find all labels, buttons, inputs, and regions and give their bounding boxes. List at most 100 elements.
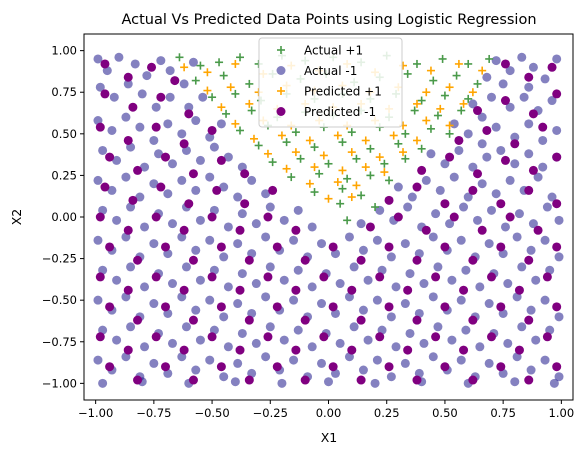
point-actual-pos1 <box>429 76 438 85</box>
point-actual-pos1 <box>433 111 442 120</box>
point-actual-neg1 <box>219 252 229 262</box>
point-predicted-neg1 <box>356 315 366 325</box>
point-predicted-pos1 <box>277 131 286 140</box>
point-predicted-neg1 <box>356 375 366 385</box>
point-actual-neg1 <box>461 325 471 335</box>
point-actual-neg1 <box>177 175 187 185</box>
point-actual-pos1 <box>287 173 296 182</box>
point-predicted-neg1 <box>95 122 105 132</box>
point-actual-neg1 <box>503 338 513 348</box>
point-actual-neg1 <box>456 295 466 305</box>
point-actual-neg1 <box>181 262 191 272</box>
point-actual-neg1 <box>140 342 150 352</box>
x-tick-label: 0.25 <box>374 406 400 420</box>
point-actual-neg1 <box>419 338 429 348</box>
point-actual-neg1 <box>219 372 229 382</box>
point-actual-neg1 <box>165 66 175 76</box>
point-predicted-neg1 <box>417 165 427 175</box>
point-actual-neg1 <box>149 135 159 145</box>
point-actual-neg1 <box>289 355 299 365</box>
point-actual-neg1 <box>386 252 396 262</box>
legend-marker-predicted-pos1 <box>277 87 285 95</box>
point-actual-neg1 <box>505 66 515 76</box>
x-tick-label: 0.75 <box>490 406 516 420</box>
point-actual-neg1 <box>391 282 401 292</box>
point-predicted-neg1 <box>505 212 515 222</box>
point-actual-neg1 <box>293 325 303 335</box>
point-actual-neg1 <box>149 358 159 368</box>
point-actual-neg1 <box>247 175 257 185</box>
point-actual-neg1 <box>140 222 150 232</box>
point-predicted-neg1 <box>123 135 133 145</box>
point-actual-neg1 <box>349 322 359 332</box>
point-predicted-pos1 <box>361 136 370 145</box>
point-actual-pos1 <box>485 54 494 63</box>
point-actual-neg1 <box>549 378 559 388</box>
point-actual-neg1 <box>500 222 510 232</box>
point-actual-neg1 <box>463 129 473 139</box>
point-actual-neg1 <box>112 215 122 225</box>
point-predicted-neg1 <box>496 199 506 209</box>
point-actual-neg1 <box>261 352 271 362</box>
point-actual-neg1 <box>363 275 373 285</box>
point-actual-pos1 <box>268 158 277 167</box>
point-predicted-pos1 <box>282 164 291 173</box>
point-actual-neg1 <box>107 125 117 135</box>
point-predicted-neg1 <box>133 255 143 265</box>
point-actual-neg1 <box>372 235 382 245</box>
point-actual-neg1 <box>421 175 431 185</box>
point-predicted-pos1 <box>226 83 235 92</box>
point-actual-neg1 <box>540 235 550 245</box>
point-actual-neg1 <box>191 365 201 375</box>
point-actual-neg1 <box>142 71 152 81</box>
point-actual-neg1 <box>181 322 191 332</box>
point-predicted-neg1 <box>184 199 194 209</box>
point-actual-neg1 <box>123 79 133 89</box>
point-actual-neg1 <box>205 172 215 182</box>
point-actual-neg1 <box>195 215 205 225</box>
point-actual-neg1 <box>293 205 303 215</box>
point-actual-neg1 <box>433 262 443 272</box>
point-predicted-neg1 <box>524 315 534 325</box>
point-predicted-neg1 <box>216 302 226 312</box>
point-predicted-neg1 <box>440 242 450 252</box>
point-actual-neg1 <box>456 235 466 245</box>
point-predicted-neg1 <box>291 345 301 355</box>
point-predicted-neg1 <box>468 185 478 195</box>
point-predicted-pos1 <box>231 119 240 128</box>
point-predicted-neg1 <box>459 345 469 355</box>
point-actual-neg1 <box>459 202 469 212</box>
point-predicted-neg1 <box>473 106 483 116</box>
point-actual-neg1 <box>405 269 415 279</box>
point-predicted-neg1 <box>244 315 254 325</box>
point-predicted-neg1 <box>500 59 510 69</box>
point-predicted-neg1 <box>524 375 534 385</box>
point-actual-neg1 <box>93 295 103 305</box>
point-actual-neg1 <box>505 102 515 112</box>
point-actual-pos1 <box>426 124 435 133</box>
point-actual-pos1 <box>403 69 412 78</box>
point-actual-neg1 <box>370 378 380 388</box>
point-actual-neg1 <box>554 252 564 262</box>
point-actual-neg1 <box>463 192 473 202</box>
point-predicted-neg1 <box>147 62 157 72</box>
point-actual-neg1 <box>114 52 124 62</box>
point-predicted-neg1 <box>356 255 366 265</box>
point-actual-neg1 <box>487 92 496 102</box>
point-predicted-neg1 <box>133 165 143 175</box>
point-actual-neg1 <box>93 235 103 245</box>
point-actual-neg1 <box>524 119 534 129</box>
point-actual-neg1 <box>477 112 487 122</box>
point-actual-neg1 <box>400 358 410 368</box>
point-predicted-pos1 <box>347 193 356 202</box>
point-actual-pos1 <box>417 96 426 105</box>
point-actual-neg1 <box>428 352 438 362</box>
point-actual-pos1 <box>254 141 263 150</box>
point-actual-neg1 <box>167 219 177 229</box>
point-predicted-neg1 <box>216 362 226 372</box>
point-actual-neg1 <box>526 305 536 315</box>
point-actual-neg1 <box>519 92 529 102</box>
point-actual-pos1 <box>336 199 345 208</box>
point-actual-neg1 <box>135 122 145 132</box>
point-actual-neg1 <box>237 209 247 219</box>
